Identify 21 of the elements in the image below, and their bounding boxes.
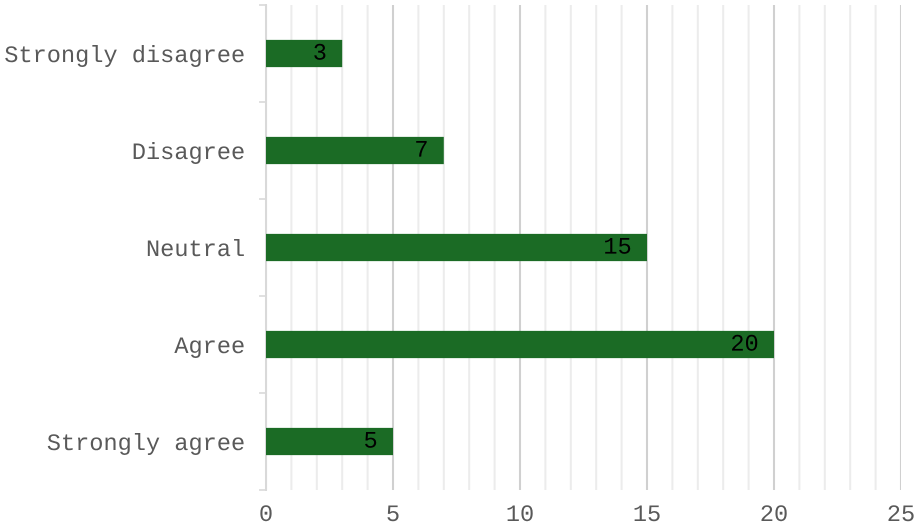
data-label: 5 (365, 432, 376, 448)
data-label: 20 (732, 334, 758, 351)
bar (266, 234, 647, 262)
data-label: 3 (314, 44, 326, 60)
bar (266, 136, 444, 164)
x-tick-label: 20 (761, 505, 787, 522)
data-label: 7 (416, 141, 427, 157)
y-tick-label: Neutral (148, 238, 244, 256)
y-tick-label: Disagree (134, 142, 244, 164)
bar (266, 428, 393, 456)
y-tick-label: Strongly disagree (5, 44, 244, 67)
y-tick-label: Agree (174, 338, 244, 358)
data-label: 15 (605, 238, 630, 254)
x-tick-label: 10 (508, 505, 533, 522)
x-tick-label: 15 (634, 505, 660, 522)
x-tick-label: 5 (387, 505, 399, 522)
x-tick-label: 0 (260, 505, 272, 522)
bar (266, 40, 342, 68)
bar (266, 330, 774, 358)
x-tick-label: 25 (888, 505, 914, 522)
y-tick-label: Strongly agree (48, 432, 244, 455)
